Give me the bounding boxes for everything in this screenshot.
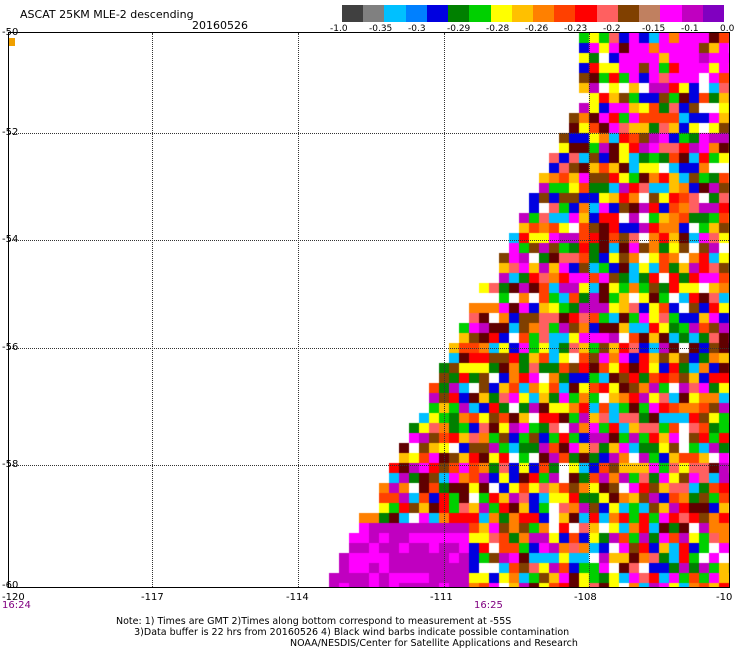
footnote: Note: 1) Times are GMT 2)Times along bot… <box>116 616 569 638</box>
legend-label: -0.3 <box>408 24 426 34</box>
lat-label-56: -56 <box>2 342 19 353</box>
legend-label: -0.28 <box>486 24 510 34</box>
legend-label: -0.29 <box>447 24 471 34</box>
time-label-start: 16:24 <box>2 600 31 611</box>
footnote-line1: Note: 1) Times are GMT 2)Times along bot… <box>116 616 512 627</box>
legend-swatch <box>532 5 555 22</box>
lon-label-120: -120 <box>2 592 25 603</box>
legend-label: -0.23 <box>564 24 588 34</box>
legend-swatch <box>448 5 470 22</box>
grid-line-56 <box>9 348 729 349</box>
grid-line-111 <box>444 33 445 587</box>
legend-swatch <box>681 5 703 22</box>
legend-swatch <box>469 5 491 22</box>
legend-swatch <box>342 5 364 22</box>
legend-label: -0.15 <box>642 24 666 34</box>
grid-line-114 <box>298 33 299 587</box>
grid-line-117 <box>152 33 153 587</box>
lon-label-117: -117 <box>141 592 164 603</box>
legend-label: -0.26 <box>525 24 549 34</box>
footnote-line2: 3)Data buffer is 22 hrs from 20160526 4)… <box>134 627 570 638</box>
legend-swatch <box>617 5 640 22</box>
lon-label-10: -10 <box>716 592 733 603</box>
map-frame <box>8 32 730 588</box>
legend-swatch <box>575 5 597 22</box>
legend-swatch <box>554 5 576 22</box>
legend-label: -0.2 <box>603 24 621 34</box>
legend-label: -0.1 <box>681 24 699 34</box>
legend-swatch <box>639 5 661 22</box>
map-date: 20160526 <box>192 19 248 32</box>
grid-line-52 <box>9 133 729 134</box>
lat-label-50: -50 <box>2 27 19 38</box>
credit-line: NOAA/NESDIS/Center for Satellite Applica… <box>290 638 578 649</box>
legend-label: 0.0 <box>720 24 735 34</box>
legend-swatch <box>511 5 533 22</box>
grid-line-108 <box>589 33 590 587</box>
lat-label-58: -58 <box>2 459 19 470</box>
legend-swatch <box>660 5 682 22</box>
legend-label: -1.0 <box>330 24 348 34</box>
legend-swatch <box>363 5 385 22</box>
legend-swatch <box>384 5 406 22</box>
lon-label-114: -114 <box>286 592 309 603</box>
legend-swatch <box>702 5 724 22</box>
grid-line-54 <box>9 240 729 241</box>
color-legend <box>342 5 724 22</box>
legend-swatch <box>596 5 618 22</box>
time-label-end: 16:25 <box>474 600 503 611</box>
legend-swatch <box>426 5 449 22</box>
legend-label: -0.35 <box>369 24 393 34</box>
scatterometer-swath <box>9 33 729 587</box>
grid-line-58 <box>9 465 729 466</box>
lat-label-52: -52 <box>2 127 19 138</box>
data-marker <box>9 38 15 46</box>
legend-swatch <box>405 5 427 22</box>
legend-swatch <box>490 5 512 22</box>
legend-labels: -1.0 -0.35 -0.3 -0.29 -0.28 -0.26 -0.23 -0.2 -0.… <box>330 24 740 36</box>
lon-label-108: -108 <box>574 592 597 603</box>
lat-label-54: -54 <box>2 234 19 245</box>
map-title: ASCAT 25KM MLE-2 descending <box>20 8 194 21</box>
lon-label-111: -111 <box>430 592 453 603</box>
lat-label-60: -60 <box>2 580 19 591</box>
